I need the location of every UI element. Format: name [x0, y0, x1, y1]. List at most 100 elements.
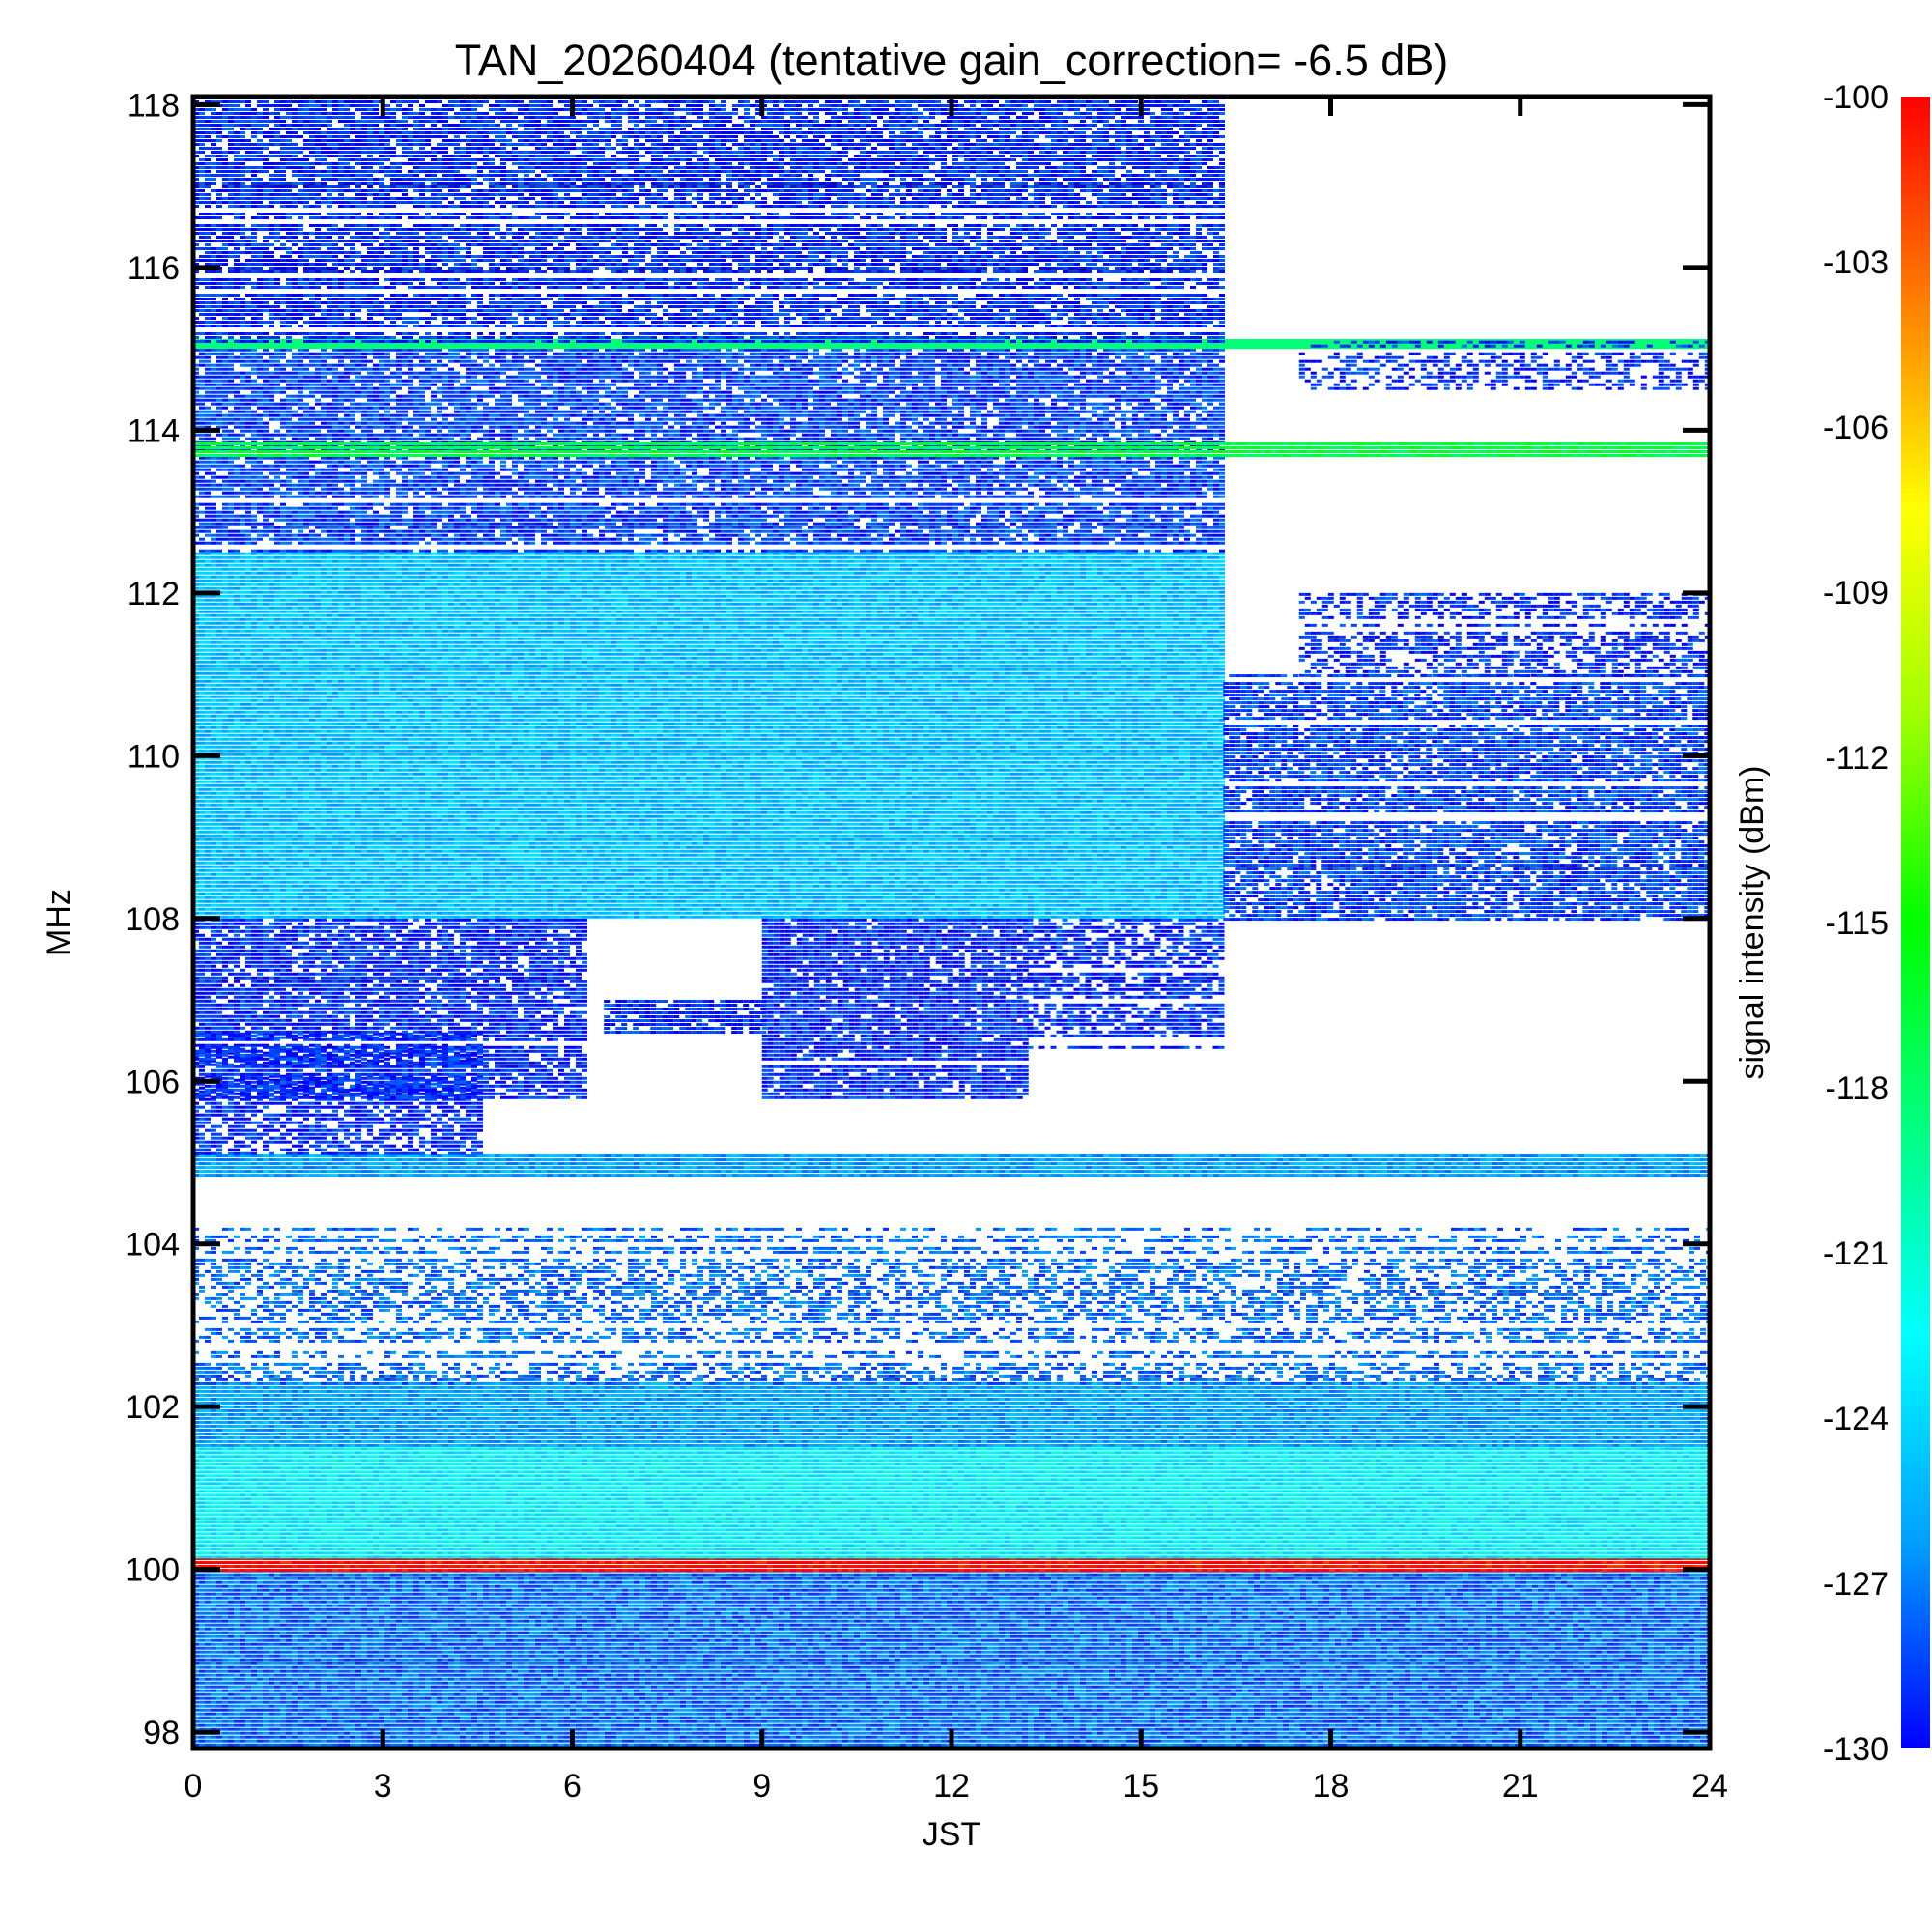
heatmap-cell [245, 1574, 251, 1577]
heatmap-cell [431, 1574, 437, 1577]
heatmap-cell [547, 1574, 553, 1577]
heatmap-cell [298, 1574, 303, 1577]
heatmap-cell [535, 1574, 541, 1577]
heatmap-cell [292, 1574, 298, 1577]
heatmap-cell [309, 1574, 315, 1577]
heatmap-cell [390, 1574, 396, 1577]
heatmap-cell [587, 1574, 593, 1577]
heatmap-cell [251, 1574, 257, 1577]
heatmap-cell [952, 1574, 958, 1577]
heatmap-cell [477, 1574, 483, 1577]
heatmap-cell [941, 1574, 947, 1577]
heatmap-cell [373, 1574, 379, 1577]
heatmap-cell [529, 1574, 535, 1577]
heatmap-cell [860, 1574, 866, 1577]
heatmap-cell [512, 1574, 518, 1577]
heatmap-cell [871, 1574, 877, 1577]
heatmap-cell [663, 1574, 668, 1577]
heatmap-cell [616, 1574, 622, 1577]
heatmap-cell [918, 1574, 923, 1577]
heatmap-cell [732, 1574, 738, 1577]
heatmap-cell [413, 1574, 419, 1577]
heatmap-cell [541, 1574, 547, 1577]
heatmap-cell [419, 1574, 425, 1577]
heatmap-cell [274, 1574, 280, 1577]
heatmap-cell [889, 1574, 895, 1577]
heatmap-cell [489, 1574, 495, 1577]
heatmap-region [193, 1570, 1712, 1750]
heatmap-cell [495, 1574, 500, 1577]
heatmap-cell [518, 1574, 524, 1577]
heatmap-cell [651, 1574, 657, 1577]
heatmap-cell [454, 1574, 460, 1577]
heatmap-cell [599, 1574, 605, 1577]
heatmap-cell [697, 1574, 703, 1577]
heatmap-cell [790, 1574, 796, 1577]
heatmap-cell [570, 1574, 576, 1577]
heatmap-cell [680, 1574, 686, 1577]
heatmap-cell [761, 1574, 767, 1577]
heatmap-cell [263, 1574, 269, 1577]
heatmap-cell [866, 1574, 871, 1577]
heatmap-cell [558, 1574, 564, 1577]
heatmap-cell [338, 1574, 344, 1577]
heatmap-cell [750, 1574, 755, 1577]
heatmap-cell [848, 1574, 854, 1577]
heatmap-cell [634, 1574, 639, 1577]
heatmap-cell [437, 1574, 442, 1577]
heatmap-cell [813, 1574, 819, 1577]
heatmap-cell [576, 1574, 582, 1577]
heatmap-cell [900, 1574, 906, 1577]
heatmap-cell [280, 1574, 286, 1577]
heatmap-cell [269, 1574, 274, 1577]
heatmap-cell [506, 1574, 512, 1577]
heatmap-cell [205, 1574, 211, 1577]
heatmap-cell [593, 1574, 599, 1577]
heatmap-cell [895, 1574, 900, 1577]
heatmap-cell [877, 1574, 883, 1577]
heatmap-cell [222, 1574, 228, 1577]
heatmap-cell [738, 1574, 744, 1577]
heatmap-cell [721, 1574, 726, 1577]
heatmap-cell [784, 1574, 790, 1577]
heatmap-cell [500, 1574, 506, 1577]
heatmap-cell [628, 1574, 634, 1577]
heatmap-cell [355, 1574, 361, 1577]
heatmap-cell [216, 1574, 222, 1577]
heatmap-cell [808, 1574, 813, 1577]
heatmap-cell [315, 1574, 321, 1577]
heatmap-cell [483, 1574, 489, 1577]
heatmap-cell [303, 1574, 309, 1577]
heatmap-cell [831, 1574, 837, 1577]
heatmap-cell [361, 1574, 367, 1577]
heatmap-cell [228, 1574, 234, 1577]
heatmap-cell [819, 1574, 825, 1577]
heatmap-cell [755, 1574, 761, 1577]
heatmap-cell [471, 1574, 477, 1577]
heatmap-cell [460, 1574, 466, 1577]
heatmap-cell [639, 1574, 645, 1577]
heatmap-cell [645, 1574, 651, 1577]
heatmap-cell [686, 1574, 692, 1577]
heatmap-cell [384, 1574, 390, 1577]
heatmap-cell [692, 1574, 697, 1577]
heatmap-cell [286, 1574, 292, 1577]
heatmap-cell [842, 1574, 848, 1577]
heatmap-cell [947, 1574, 952, 1577]
heatmap-cell [709, 1574, 715, 1577]
heatmap-cell [321, 1574, 327, 1577]
heatmap-cell [524, 1574, 529, 1577]
heatmap-cell [726, 1574, 732, 1577]
heatmap-cell [605, 1574, 611, 1577]
heatmap-cell [779, 1574, 784, 1577]
heatmap-cell [553, 1574, 558, 1577]
heatmap-cell [923, 1574, 929, 1577]
heatmap-cell [825, 1574, 831, 1577]
heatmap-cell [332, 1574, 338, 1577]
spectrogram-chart: TAN_20260404 (tentative gain_correction=… [0, 0, 1932, 1932]
heatmap-cell [767, 1574, 773, 1577]
heatmap-cell [402, 1574, 408, 1577]
heatmap-cell [703, 1574, 709, 1577]
heatmap-cell [367, 1574, 373, 1577]
heatmap-cell [622, 1574, 628, 1577]
